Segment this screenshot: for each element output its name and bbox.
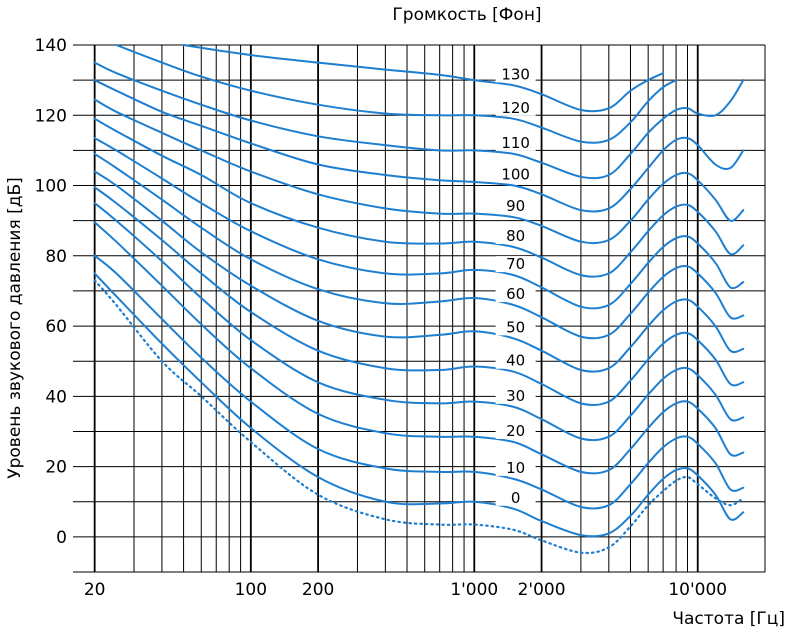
series-label: 120 (501, 99, 530, 117)
series-label: 20 (506, 422, 525, 440)
x-tick-labels: 20 100 200 1'000 2'000 10'000 (84, 580, 727, 600)
y-tick-label: 40 (45, 387, 67, 407)
series-label: 10 (506, 459, 525, 477)
curves (93, 44, 745, 555)
loudness-curve-40 (93, 186, 745, 407)
series-label: 110 (501, 134, 530, 152)
series-label: 40 (506, 352, 525, 370)
series-label-bg (495, 66, 536, 83)
y-tick-label: 60 (45, 317, 67, 337)
series-label-bg (495, 99, 536, 116)
series-label: 0 (511, 489, 521, 507)
series-label-bg (495, 228, 536, 245)
series-label: 90 (506, 197, 525, 215)
loudness-curve-30 (93, 202, 745, 442)
series-label-bg (495, 423, 536, 440)
loudness-curve-100 (93, 79, 745, 213)
y-tick-label: 20 (45, 458, 67, 478)
series-label: 70 (506, 255, 525, 273)
series-label-bg (495, 459, 536, 476)
y-axis-label: Уровень звукового давления [дБ] (5, 177, 25, 479)
loudness-curve-110 (93, 61, 745, 180)
loudness-curve-0 (93, 272, 745, 538)
x-axis-label: Частота [Гц] (672, 609, 785, 629)
series-label: 130 (501, 65, 530, 83)
y-tick-label: 120 (35, 106, 67, 126)
loudness-curve-20 (93, 221, 745, 475)
loudness-curve-120 (115, 44, 678, 144)
series-label-bg (495, 489, 536, 506)
series-label-bg (495, 256, 536, 273)
loudness-curve-80 (93, 117, 745, 278)
hearing-threshold-curve (93, 279, 745, 555)
loudness-curve-50 (93, 170, 745, 373)
series-label-bg (495, 319, 536, 336)
y-tick-label: 140 (35, 36, 67, 56)
y-tick-label: 100 (35, 177, 67, 197)
series-label-bg (495, 134, 536, 151)
loudness-curve-90 (93, 98, 745, 245)
loudness-curve-70 (93, 137, 745, 310)
series-label: 50 (506, 318, 525, 336)
x-tick-label: 100 (235, 580, 267, 600)
series-label: 60 (506, 285, 525, 303)
series-label: 80 (506, 227, 525, 245)
series-label-bg (495, 285, 536, 302)
series-label-bg (495, 198, 536, 215)
y-tick-label: 80 (45, 247, 67, 267)
series-label-bg (495, 387, 536, 404)
y-tick-label: 0 (56, 528, 67, 548)
x-tick-label: 200 (302, 580, 334, 600)
y-tick-labels: 0 20 40 60 80 100 120 140 (35, 36, 67, 548)
x-tick-label: 20 (84, 580, 106, 600)
series-label: 100 (501, 166, 530, 184)
x-tick-label: 10'000 (668, 580, 727, 600)
x-tick-label: 1'000 (450, 580, 498, 600)
series-label: 30 (506, 387, 525, 405)
series-label-bg (495, 166, 536, 183)
loudness-curve-130 (182, 44, 665, 113)
chart-title: Громкость [Фон] (392, 5, 541, 25)
loudness-curve-10 (93, 254, 745, 510)
loudness-curve-60 (93, 152, 745, 340)
series-label-bg (495, 352, 536, 369)
x-tick-label: 2'000 (518, 580, 566, 600)
